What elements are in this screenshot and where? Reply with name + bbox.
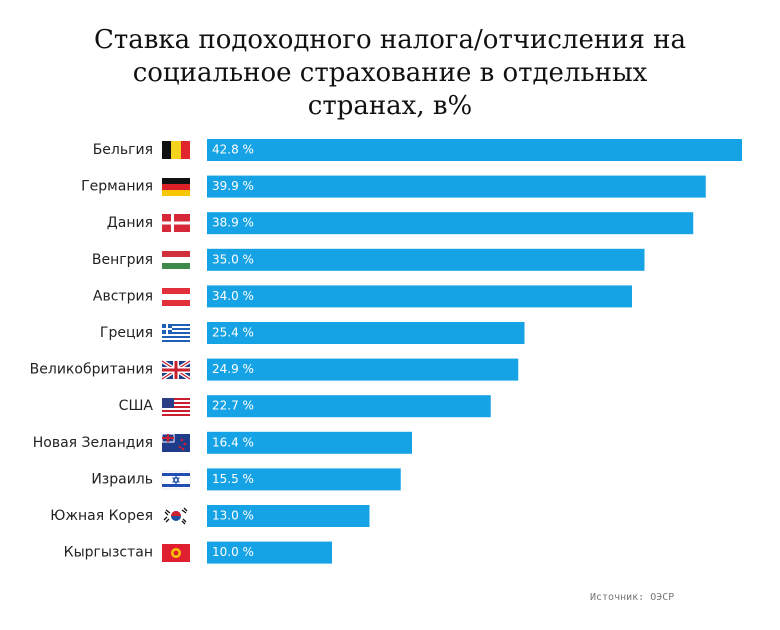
value-label: 24.9 % [212,362,254,376]
value-label: 35.0 % [212,252,254,266]
bar [207,248,645,271]
flag [162,178,190,196]
flag [160,359,192,381]
value-label: 38.9 % [212,216,254,230]
category-label: Великобритания [30,362,153,378]
category-label: Новая Зеландия [33,435,153,451]
category-label: Южная Корея [50,508,153,524]
category-label: Бельгия [93,142,153,158]
value-label: 25.4 % [212,326,254,340]
bar [207,395,491,418]
bar [207,541,332,564]
flags [160,141,192,562]
category-label: Венгрия [92,252,153,268]
flag [162,544,190,562]
flag [162,214,190,232]
source-note: Источник: ОЭСР [590,592,675,603]
bar [207,139,742,161]
flag [162,251,190,269]
category-label: Кыргызстан [64,545,153,561]
bar [207,212,694,235]
value-label: 34.0 % [212,289,254,303]
flag [161,433,190,452]
value-label: 13.0 % [212,509,254,523]
category-label: Израиль [91,471,153,487]
category-label: Австрия [93,288,153,304]
bar [207,358,519,381]
bar [207,322,525,344]
flag [162,324,190,342]
value-label: 22.7 % [212,399,254,413]
flag [162,507,190,525]
flag [162,398,190,416]
category-label: США [119,398,154,414]
flag [162,141,190,159]
bar [207,505,370,527]
flag [161,470,191,490]
value-label: 16.4 % [212,435,254,449]
category-label: Дания [107,215,153,231]
chart-title: Ставка подоходного налога/отчисления на … [94,25,686,121]
bar [207,285,632,308]
flag [162,288,190,306]
value-label: 42.8 % [212,143,254,157]
bar [207,468,401,491]
value-label: 15.5 % [212,472,254,486]
bar [207,431,412,454]
value-label: 10.0 % [212,545,254,559]
category-label: Германия [81,179,153,195]
category-label: Греция [100,325,153,341]
bar [207,175,706,198]
value-label: 39.9 % [212,179,254,193]
